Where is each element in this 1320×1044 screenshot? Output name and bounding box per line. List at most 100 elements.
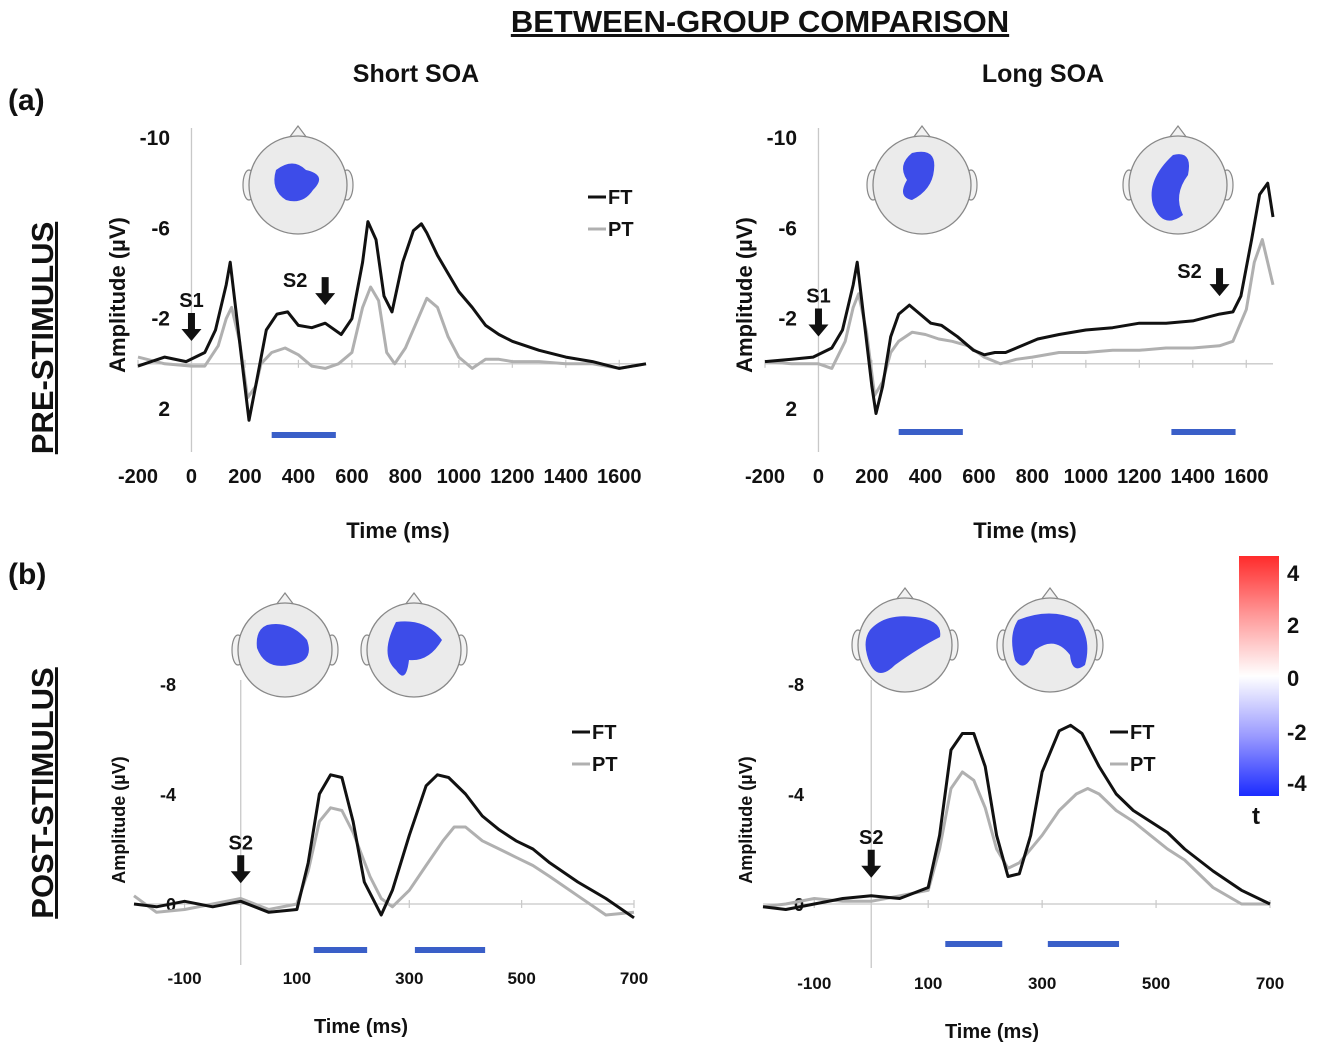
series-line-pt	[133, 806, 635, 917]
topomap-blob	[865, 616, 941, 673]
x-axis-label: Time (ms)	[346, 518, 450, 543]
figure-title: BETWEEN-GROUP COMPARISON	[510, 4, 1010, 39]
stimulus-marker-label: S2	[859, 827, 883, 849]
x-tick-label: 400	[909, 466, 942, 488]
stimulus-arrow-icon	[181, 312, 202, 341]
topomap-nose	[404, 592, 424, 606]
topomap-blob	[1012, 613, 1088, 669]
legend-label: PT	[1130, 754, 1156, 776]
y-tick-label: -2	[778, 308, 797, 331]
stimulus-marker-label: S1	[806, 285, 830, 307]
x-tick-label: 300	[1028, 974, 1056, 993]
colorbar-tick: -4	[1287, 771, 1307, 796]
series-line-ft	[764, 181, 1275, 415]
stimulus-arrow-icon	[861, 849, 882, 878]
topomap-blob	[387, 621, 442, 676]
panel-label-a: (a)	[8, 84, 45, 117]
x-tick-label: 1600	[597, 466, 642, 488]
legend-label: FT	[1130, 722, 1154, 744]
x-tick-label: 400	[282, 466, 315, 488]
x-axis-label: Time (ms)	[973, 518, 1077, 543]
y-tick-label: 2	[785, 398, 797, 421]
series-line-pt	[137, 285, 647, 400]
y-axis-label: Amplitude (µV)	[105, 217, 130, 373]
column-title-short-soa: Short SOA	[352, 60, 480, 88]
x-tick-label: 0	[186, 466, 197, 488]
y-tick-label: -4	[160, 785, 176, 805]
y-tick-label: -10	[140, 127, 170, 150]
colorbar	[1239, 556, 1279, 796]
y-axis-label: Amplitude (µV)	[109, 756, 129, 883]
stimulus-arrow-icon	[808, 308, 829, 337]
legend-label: PT	[608, 219, 634, 241]
colorbar-tick: 4	[1287, 561, 1300, 586]
x-tick-label: 500	[507, 969, 535, 988]
y-tick-label: -2	[151, 308, 170, 331]
x-tick-label: 600	[962, 466, 995, 488]
column-title-long-soa: Long SOA	[981, 60, 1105, 88]
x-tick-label: 1400	[544, 466, 589, 488]
topomap-nose	[288, 125, 308, 139]
x-tick-label: -100	[797, 974, 831, 993]
y-tick-label: -6	[151, 217, 170, 240]
topomap-nose	[275, 592, 295, 606]
legend-label: FT	[608, 187, 632, 209]
stimulus-marker-label: S1	[179, 290, 203, 312]
x-tick-label: 200	[228, 466, 261, 488]
x-tick-label: 0	[813, 466, 824, 488]
x-tick-label: 700	[620, 969, 648, 988]
stimulus-arrow-icon	[230, 855, 251, 884]
series-line-ft	[133, 773, 635, 920]
y-tick-label: -6	[778, 217, 797, 240]
topomap-nose	[912, 125, 932, 139]
x-tick-label: 600	[335, 466, 368, 488]
legend-label: PT	[592, 754, 618, 776]
x-tick-label: 300	[395, 969, 423, 988]
colorbar-tick: 0	[1287, 666, 1300, 691]
x-tick-label: 100	[914, 974, 942, 993]
x-tick-label: 500	[1142, 974, 1170, 993]
x-tick-label: -100	[168, 969, 202, 988]
stimulus-marker-label: S2	[229, 832, 253, 854]
topomap-blob	[256, 624, 309, 666]
x-tick-label: 1400	[1171, 466, 1216, 488]
stimulus-arrow-icon	[315, 277, 336, 306]
x-tick-label: 1000	[1064, 466, 1109, 488]
x-tick-label: 800	[1016, 466, 1049, 488]
stimulus-arrow-icon	[1209, 268, 1230, 297]
y-tick-label: -8	[788, 675, 804, 695]
topomap-nose	[1168, 125, 1188, 139]
x-tick-label: -200	[118, 466, 158, 488]
topomap-nose	[1040, 587, 1060, 601]
y-tick-label: 0	[794, 895, 804, 915]
topomap-blob	[1151, 154, 1189, 221]
x-tick-label: 200	[855, 466, 888, 488]
x-axis-label: Time (ms)	[314, 1016, 408, 1038]
x-tick-label: -200	[745, 466, 785, 488]
y-tick-label: 2	[158, 398, 170, 421]
x-tick-label: 800	[389, 466, 422, 488]
topomap-blob	[903, 151, 935, 200]
x-tick-label: 1000	[437, 466, 482, 488]
stimulus-marker-label: S2	[1177, 261, 1201, 283]
x-axis-label: Time (ms)	[945, 1021, 1039, 1043]
topomap-nose	[895, 587, 915, 601]
x-tick-label: 700	[1256, 974, 1284, 993]
x-tick-label: 1600	[1224, 466, 1269, 488]
colorbar-tick: 2	[1287, 613, 1300, 638]
y-axis-label: Amplitude (µV)	[732, 217, 757, 373]
y-tick-label: -4	[788, 785, 804, 805]
legend-label: FT	[592, 722, 616, 744]
x-tick-label: 1200	[1117, 466, 1162, 488]
colorbar-tick: -2	[1287, 720, 1307, 745]
colorbar-label: t	[1252, 803, 1260, 830]
panel-label-b: (b)	[8, 558, 47, 591]
y-axis-label: Amplitude (µV)	[736, 756, 756, 883]
stimulus-marker-label: S2	[283, 270, 307, 292]
x-tick-label: 1200	[490, 466, 535, 488]
series-line-ft	[762, 723, 1271, 911]
y-tick-label: -10	[767, 127, 797, 150]
topomap-blob	[274, 163, 320, 202]
series-line-ft	[137, 220, 647, 422]
